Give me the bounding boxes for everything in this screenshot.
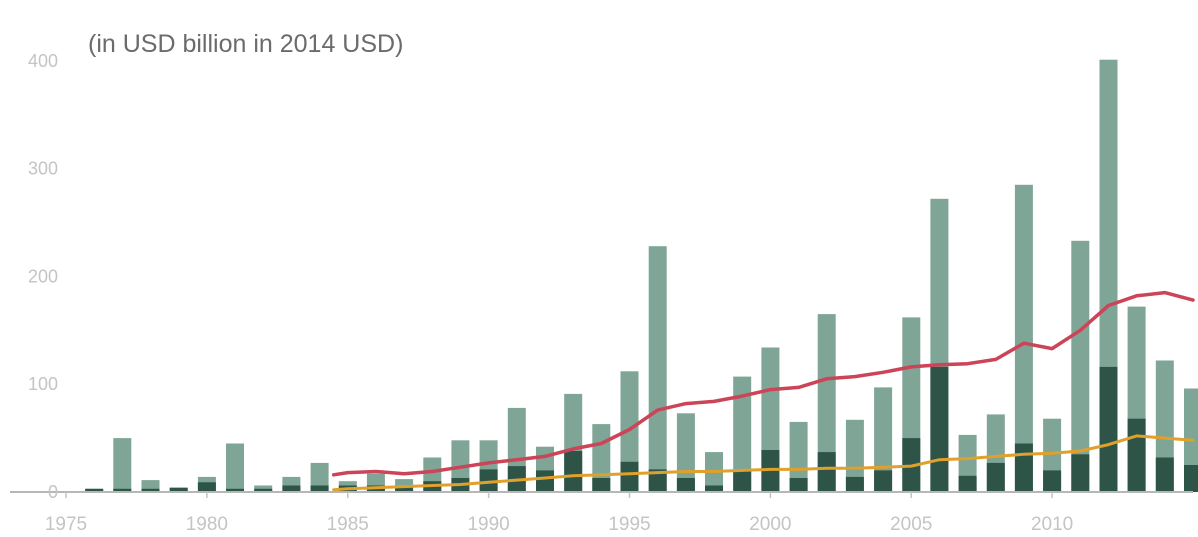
x-tick-label: 1995 [608, 514, 650, 535]
bar-subset [395, 485, 414, 492]
bar-subset [254, 488, 273, 492]
bar-subset [113, 488, 132, 492]
bar-total [845, 419, 864, 492]
bar-subset [789, 478, 808, 492]
x-axis: 1975 1980 1985 1990 1995 2000 2005 2010 [45, 492, 1073, 535]
y-tick-label: 0 [48, 482, 58, 502]
bar-total [1071, 240, 1090, 492]
bar-subset [1099, 366, 1118, 492]
x-tick-label: 1990 [467, 514, 509, 535]
bar-subset [958, 475, 977, 492]
bar-subset [676, 478, 695, 492]
bar-subset [845, 476, 864, 492]
bar-subset [310, 485, 329, 492]
x-tick-label: 1980 [186, 514, 228, 535]
x-tick-label: 2010 [1031, 514, 1073, 535]
bar-subset [705, 485, 723, 492]
bar-total [113, 438, 132, 492]
bar-subset [761, 450, 780, 492]
bar-subset [986, 462, 1005, 492]
bar-subset [536, 470, 554, 492]
bars-total [85, 59, 1198, 493]
bar-total [1014, 184, 1033, 493]
bar-subset [930, 366, 949, 492]
bar-subset [85, 488, 104, 492]
series-line-red [331, 290, 1195, 477]
bar-total [733, 376, 752, 492]
bar-subset [1014, 443, 1033, 492]
y-axis: 0 100 200 300 400 [28, 51, 58, 502]
bar-subset [169, 487, 188, 492]
y-tick-label: 200 [28, 266, 58, 286]
bar-total [254, 485, 273, 492]
bar-total [226, 443, 244, 492]
bar-subset [141, 488, 160, 492]
bar-subset [282, 485, 301, 492]
x-tick-label: 2005 [890, 514, 932, 535]
y-tick-label: 400 [28, 51, 58, 71]
bar-subset [817, 452, 836, 492]
bar-total [817, 314, 836, 492]
bar-subset [479, 469, 498, 492]
bar-subset [564, 451, 583, 492]
bar-total [141, 480, 160, 492]
series-line-yellow [332, 434, 1195, 492]
bar-subset [1043, 470, 1062, 492]
bar-total [310, 462, 329, 492]
bar-subset [197, 482, 216, 492]
bar-subset [592, 478, 611, 492]
bar-subset [620, 461, 639, 492]
bar-total [648, 246, 667, 492]
y-tick-label: 300 [28, 159, 58, 179]
bar-subset [1155, 457, 1174, 492]
bar-subset [648, 469, 667, 492]
bar-subset [1127, 418, 1146, 492]
x-tick-label: 1975 [45, 514, 87, 535]
x-tick-label: 2000 [749, 514, 791, 535]
bar-subset [226, 488, 244, 492]
bar-subset [874, 470, 893, 492]
y-tick-label: 100 [28, 374, 58, 394]
chart-subtitle: (in USD billion in 2014 USD) [88, 30, 404, 58]
x-tick-label: 1985 [327, 514, 369, 535]
bar-subset [733, 471, 752, 492]
bar-total [789, 421, 808, 492]
bar-subset [1071, 454, 1090, 492]
bar-subset [1184, 465, 1198, 492]
